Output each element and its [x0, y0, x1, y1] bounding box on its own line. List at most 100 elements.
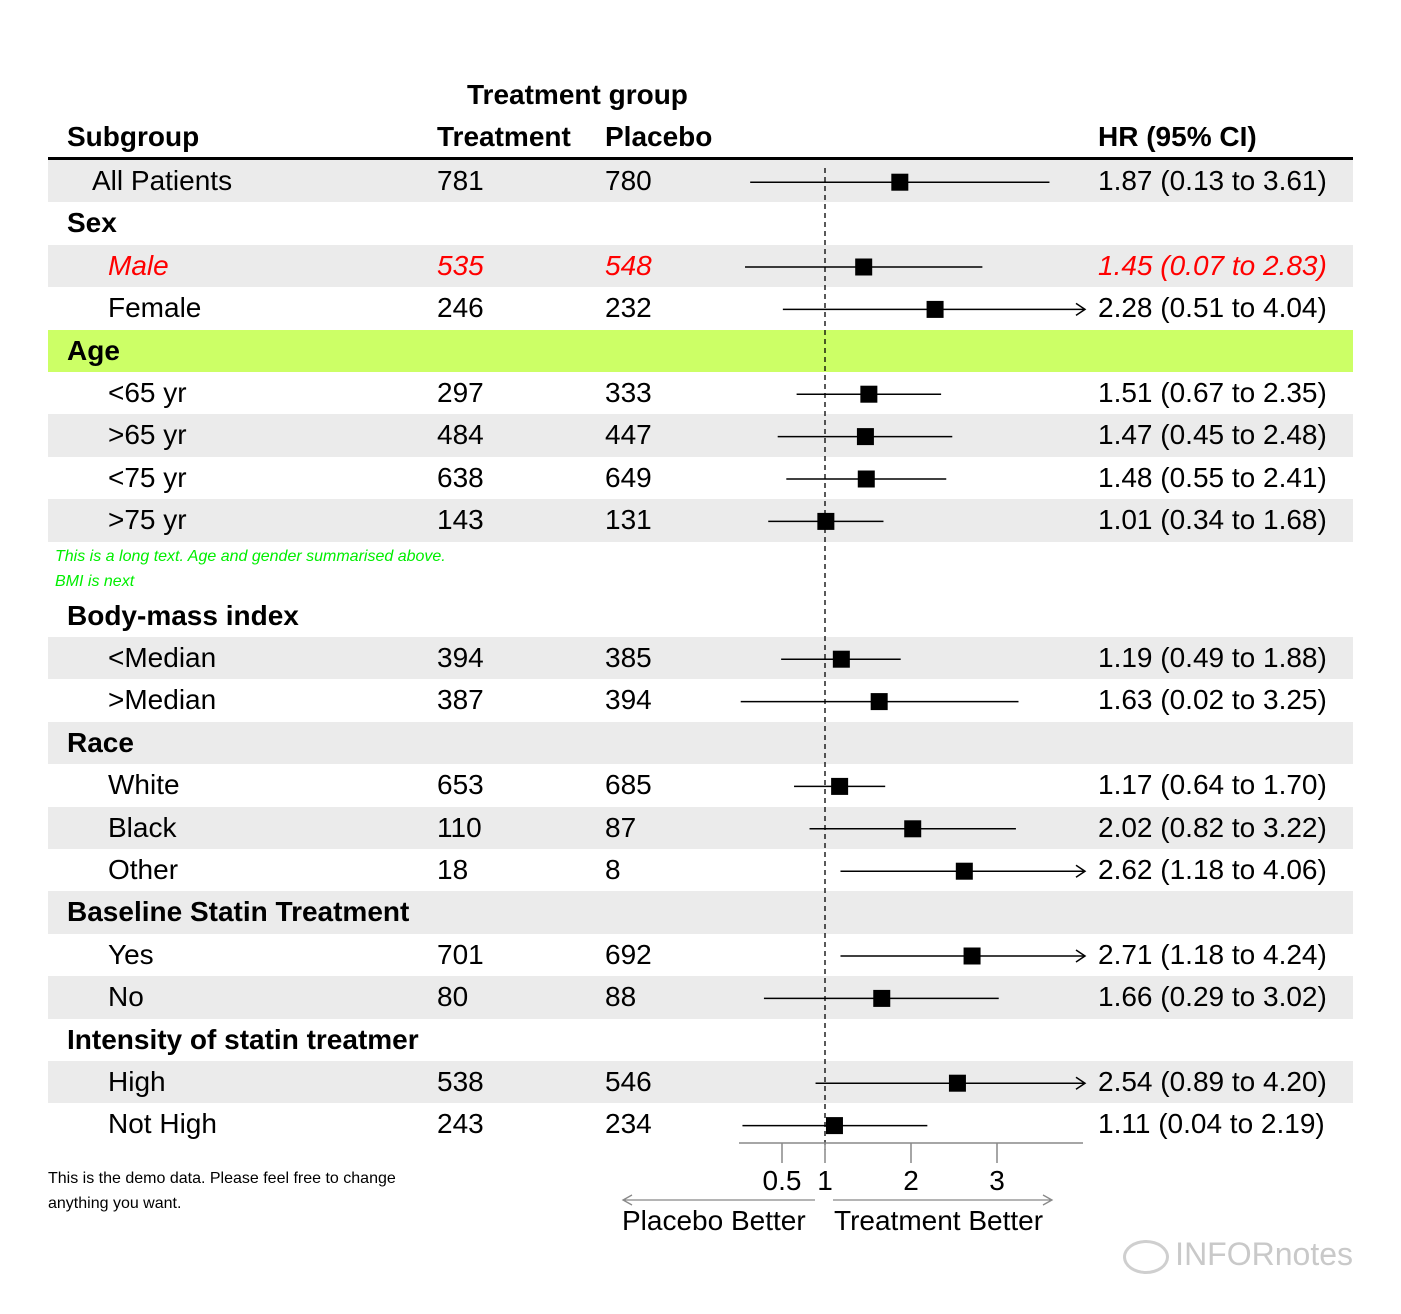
placebo-count: 394: [605, 684, 652, 716]
treatment-count: 538: [437, 1066, 484, 1097]
subgroup-label: Other: [108, 854, 179, 885]
subgroup-label: White: [108, 769, 180, 801]
subgroup-label: Female: [108, 292, 202, 324]
point-estimate-marker: [856, 428, 874, 446]
point-estimate-marker: [904, 820, 922, 838]
hr-ci-text: 2.28 (0.51 to 4.04): [1098, 292, 1327, 324]
subgroup-label: <Median: [108, 642, 217, 673]
point-estimate-marker: [926, 300, 944, 318]
hr-ci-text: 1.11 (0.04 to 2.19): [1098, 1108, 1325, 1140]
header-rule: [48, 157, 1353, 160]
subgroup-label: <65 yr: [108, 377, 187, 408]
x-axis-tick-label: 0.5: [763, 1165, 802, 1196]
group-label: Race: [67, 726, 134, 758]
treatment-count: 80: [437, 981, 469, 1013]
subgroup-label: Black: [108, 811, 177, 843]
hr-ci-text: 2.71 (1.18 to 4.24): [1098, 938, 1327, 970]
point-estimate-marker: [963, 947, 981, 965]
placebo-count: 685: [605, 769, 652, 801]
row-band: [48, 499, 1353, 542]
treatment-better-label: Treatment Better: [834, 1205, 1044, 1236]
placebo-count: 87: [605, 811, 637, 843]
row-band: [48, 976, 1353, 1019]
row-band: [48, 637, 1353, 680]
row-band: [48, 329, 1353, 372]
placebo-count: 232: [605, 292, 652, 324]
point-estimate-marker: [857, 470, 875, 488]
subgroup-label: Not High: [108, 1108, 217, 1140]
ci-arrow: [1075, 864, 1087, 878]
hr-ci-text: 1.17 (0.64 to 1.70): [1098, 769, 1327, 801]
placebo-count: 385: [605, 642, 652, 673]
placebo-count: 548: [605, 249, 652, 281]
treatment-header: Treatment: [437, 121, 571, 152]
x-axis-tick-label: 2: [903, 1165, 919, 1196]
ci-arrow: [1075, 302, 1087, 317]
point-estimate-marker: [825, 1117, 843, 1135]
placebo-count: 447: [605, 419, 652, 451]
treatment-count: 387: [437, 684, 484, 716]
hr-ci-text: 1.51 (0.67 to 2.35): [1098, 377, 1327, 408]
placebo-count: 692: [605, 938, 652, 970]
point-estimate-marker: [948, 1074, 966, 1092]
hr-ci-text: 2.54 (0.89 to 4.20): [1098, 1066, 1327, 1097]
hr-ci-text: 1.63 (0.02 to 3.25): [1098, 684, 1327, 716]
watermark: INFORnotes: [1123, 1236, 1353, 1274]
hr-ci-text: 1.01 (0.34 to 1.68): [1098, 504, 1327, 536]
group-label: Age: [67, 334, 120, 366]
ci-arrow: [1075, 1076, 1087, 1090]
placebo-count: 333: [605, 377, 652, 408]
spanner-header: Treatment group: [467, 79, 688, 110]
ci-arrow: [1075, 949, 1087, 963]
row-band: [48, 1061, 1353, 1104]
point-estimate-marker: [891, 173, 909, 191]
subgroup-label: >75 yr: [108, 504, 187, 536]
subgroup-label: Male: [108, 249, 169, 281]
hr-ci-text: 1.45 (0.07 to 2.83): [1098, 249, 1327, 281]
placebo-count: 546: [605, 1066, 652, 1097]
placebo-count: 234: [605, 1108, 652, 1140]
x-axis-tick-label: 1: [817, 1165, 833, 1196]
group-label: Sex: [67, 207, 117, 239]
annotation-note: BMI is next: [55, 572, 135, 590]
placebo-header: Placebo: [605, 121, 713, 152]
footnote-line-1: This is the demo data. Please feel free …: [48, 1170, 396, 1187]
point-estimate-marker: [873, 989, 891, 1007]
subgroup-label: No: [108, 981, 144, 1013]
subgroup-label: <75 yr: [108, 461, 187, 493]
hr-ci-text: 1.19 (0.49 to 1.88): [1098, 642, 1327, 673]
subgroup-label: >Median: [108, 684, 217, 716]
treatment-count: 484: [437, 419, 484, 451]
group-label: Baseline Statin Treatment: [67, 896, 410, 928]
annotation-note: This is a long text. Age and gender summ…: [55, 547, 446, 565]
subgroup-label: >65 yr: [108, 419, 187, 451]
point-estimate-marker: [817, 512, 835, 530]
row-band: [48, 891, 1353, 934]
row-band: [48, 721, 1353, 765]
watermark-text: INFORnotes: [1175, 1236, 1353, 1272]
footnote-line-2: anything you want.: [48, 1195, 182, 1212]
group-label: Intensity of statin treatmer: [67, 1023, 419, 1055]
treatment-count: 394: [437, 642, 484, 673]
x-axis-tick-label: 3: [989, 1165, 1005, 1196]
row-band: [48, 806, 1353, 849]
point-estimate-marker: [832, 650, 850, 668]
hr-ci-text: 1.48 (0.55 to 2.41): [1098, 461, 1327, 493]
treatment-count: 653: [437, 769, 484, 801]
row-band: [48, 160, 1353, 203]
subgroup-label: All Patients: [92, 165, 233, 196]
treatment-count: 110: [437, 811, 482, 843]
point-estimate-marker: [855, 258, 873, 276]
placebo-count: 8: [605, 854, 621, 885]
treatment-count: 143: [437, 504, 484, 536]
treatment-count: 638: [437, 461, 484, 493]
treatment-count: 535: [437, 249, 484, 281]
placebo-count: 88: [605, 981, 637, 1013]
hr-ci-text: 1.66 (0.29 to 3.02): [1098, 981, 1327, 1013]
group-label: Body-mass index: [67, 599, 299, 631]
row-band: [48, 244, 1353, 288]
treatment-count: 701: [437, 938, 484, 970]
hr-ci-text: 2.62 (1.18 to 4.06): [1098, 854, 1327, 885]
